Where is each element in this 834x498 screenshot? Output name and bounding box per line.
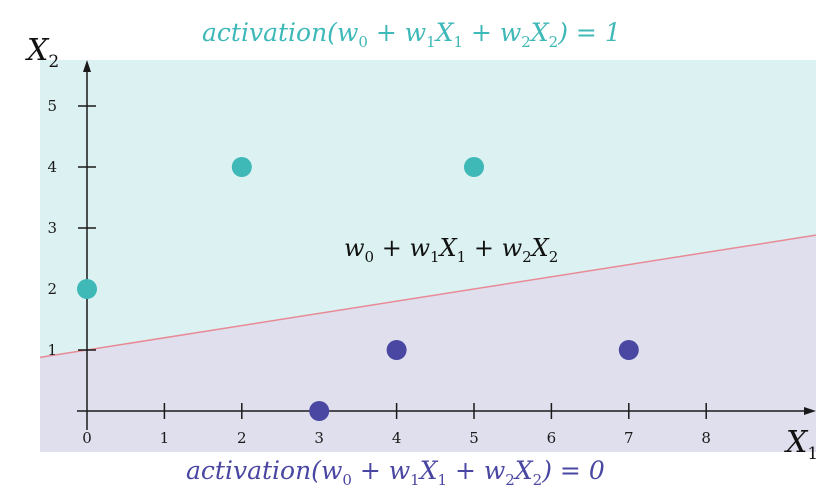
y-tick-label: 5	[47, 97, 57, 115]
x-tick-label: 2	[237, 429, 247, 447]
x-tick-label: 0	[82, 429, 92, 447]
activation-0-label: activation(w0 + w1X1 + w2X2) = 0	[186, 456, 605, 489]
activation-1-label: activation(w0 + w1X1 + w2X2) = 1	[202, 18, 621, 51]
x-tick-label: 4	[392, 429, 402, 447]
class-1-point	[464, 157, 484, 177]
x-axis-arrow-icon	[804, 407, 816, 415]
x-tick-label: 5	[469, 429, 479, 447]
y-tick-label: 3	[47, 219, 57, 237]
decision-boundary-label: w0 + w1X1 + w2X2	[344, 234, 559, 266]
x-tick-label: 6	[547, 429, 557, 447]
class-1-point	[231, 157, 252, 177]
x-tick-label: 1	[160, 429, 170, 447]
class-0-point	[386, 340, 407, 360]
y-tick-label: 4	[47, 158, 57, 176]
class-1-point	[77, 279, 97, 299]
x-tick-label: 7	[624, 429, 634, 447]
x-tick-label: 8	[701, 429, 711, 447]
class-0-point	[618, 340, 639, 360]
y-axis-arrow-icon	[83, 60, 91, 72]
y-axis-title: X2	[27, 33, 60, 72]
class-0-point	[309, 401, 330, 421]
activation-1-region	[40, 60, 816, 358]
y-tick-label: 1	[47, 341, 57, 359]
activation-0-region	[40, 235, 816, 452]
y-tick-label: 2	[47, 280, 57, 298]
x-axis-title: X1	[786, 425, 819, 464]
decision-boundary-line	[39, 234, 817, 359]
x-tick-label: 3	[314, 429, 324, 447]
